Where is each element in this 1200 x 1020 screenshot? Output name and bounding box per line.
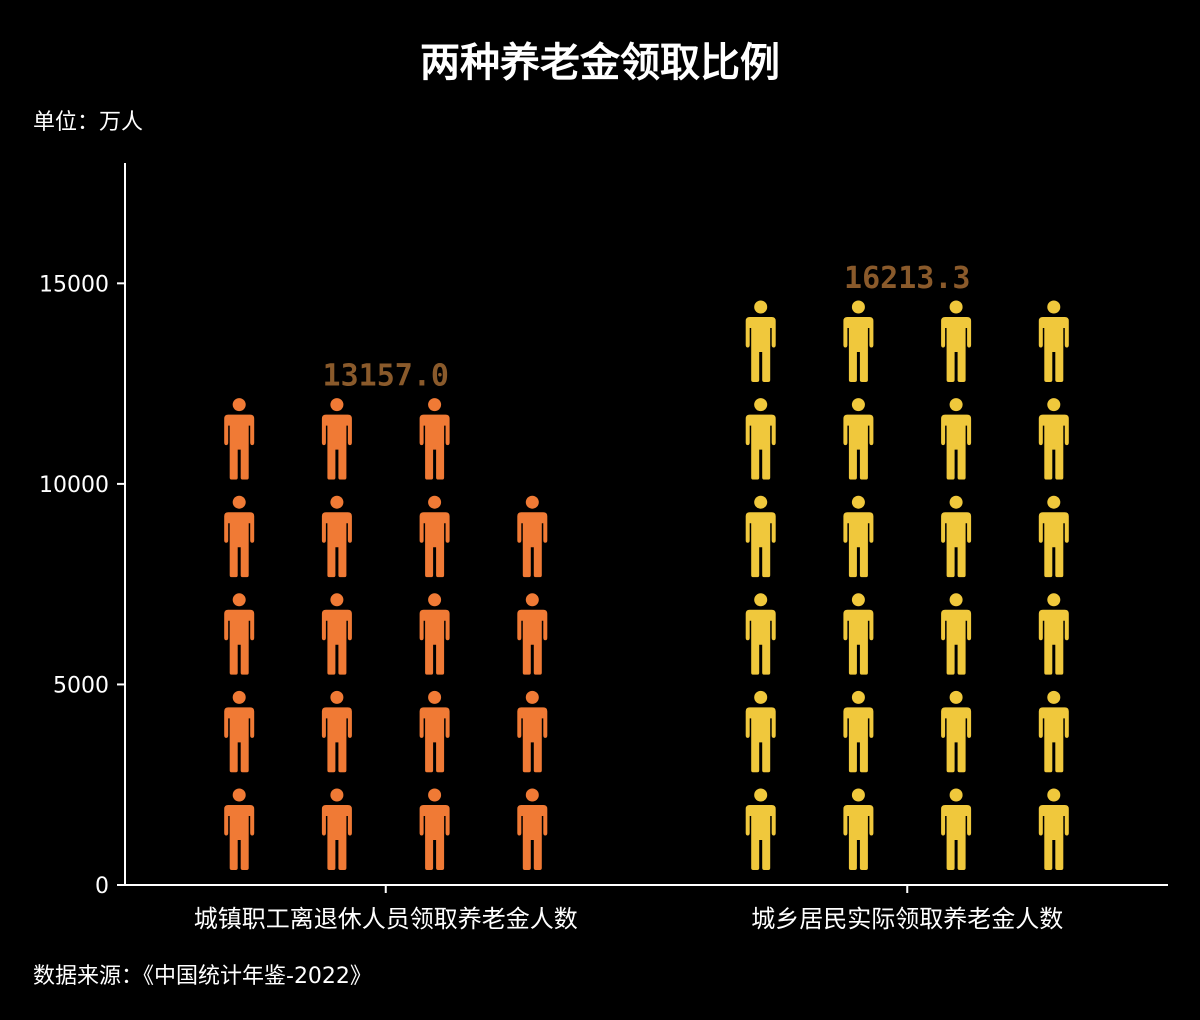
person-icon [745, 593, 776, 675]
person-icon [1038, 495, 1069, 578]
data-labels: 13157.0 16213.3 [323, 261, 971, 394]
person-icon [517, 788, 548, 870]
unit-label: 单位：万人 [33, 110, 144, 135]
person-icon [941, 593, 972, 675]
person-icon [1038, 300, 1069, 382]
person-icon [843, 300, 874, 382]
person-icon [745, 300, 776, 382]
person-icon [517, 593, 548, 675]
x-axis: 城镇职工离退休人员领取养老金人数 城乡居民实际领取养老金人数 [125, 884, 1168, 933]
person-icon [843, 788, 874, 870]
person-icon [419, 690, 450, 773]
y-tick-label: 15000 [39, 272, 109, 297]
person-icon [224, 593, 255, 675]
person-icon [745, 788, 776, 870]
icon-group [745, 300, 1069, 870]
person-icon [224, 398, 255, 480]
person-icon [1038, 593, 1069, 675]
x-category-label: 城乡居民实际领取养老金人数 [751, 905, 1063, 933]
y-axis: 0 5000 10000 15000 [39, 163, 126, 899]
y-tick-label: 0 [95, 874, 109, 899]
person-icon [321, 690, 352, 773]
person-icon [224, 788, 255, 870]
person-icon [1038, 788, 1069, 870]
person-icon [843, 690, 874, 773]
chart-title: 两种养老金领取比例 [420, 40, 780, 86]
person-icon [941, 300, 972, 382]
person-icon [224, 690, 255, 773]
person-icon [419, 593, 450, 675]
person-icon [745, 690, 776, 773]
person-icon [941, 690, 972, 773]
person-icon [1038, 398, 1069, 480]
person-icon [745, 398, 776, 480]
person-icon [321, 788, 352, 870]
person-icon [517, 690, 548, 773]
person-icon [321, 495, 352, 578]
person-icon [941, 788, 972, 870]
person-icon [843, 398, 874, 480]
person-icon [517, 495, 548, 578]
person-icon [941, 495, 972, 578]
y-tick-label: 5000 [53, 673, 109, 698]
person-icon [419, 495, 450, 578]
y-tick-label: 10000 [39, 473, 109, 498]
person-icon [745, 495, 776, 578]
person-icon [419, 788, 450, 870]
data-source: 数据来源：《中国统计年鉴-2022》 [33, 964, 372, 989]
data-label: 16213.3 [844, 261, 970, 296]
x-category-label: 城镇职工离退休人员领取养老金人数 [194, 905, 578, 933]
data-label: 13157.0 [323, 359, 449, 394]
person-icon [321, 593, 352, 675]
person-icon [1038, 690, 1069, 773]
person-icon [843, 593, 874, 675]
person-icon [321, 398, 352, 480]
person-icon [941, 398, 972, 480]
person-icon [843, 495, 874, 578]
person-icon [419, 398, 450, 480]
icon-group [224, 398, 548, 870]
person-icon [224, 495, 255, 578]
